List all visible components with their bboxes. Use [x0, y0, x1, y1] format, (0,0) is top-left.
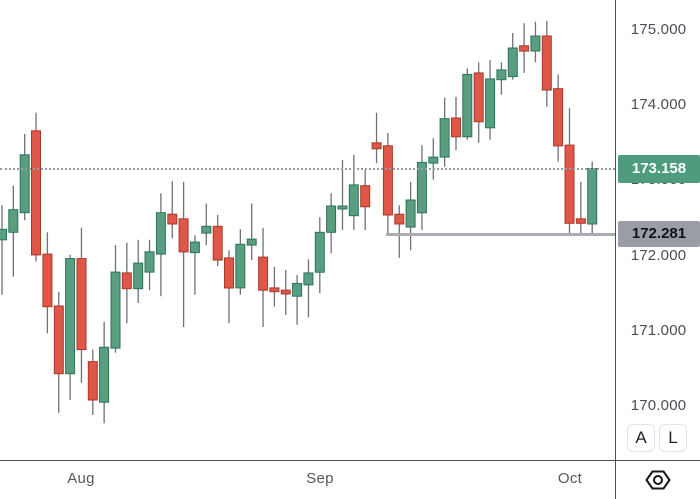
candle-up [337, 205, 348, 210]
candle-down [167, 213, 178, 225]
price-axis[interactable]: 175.000174.000173.000172.000171.000170.0… [615, 0, 700, 460]
current-price-line [0, 168, 615, 170]
eye-icon [644, 468, 672, 492]
candle-up [326, 205, 337, 233]
candle-down [394, 213, 405, 225]
candle-up [99, 346, 110, 403]
candle-down [451, 117, 461, 138]
candle-up [189, 241, 200, 254]
candle-up [133, 262, 144, 290]
candle-up [155, 212, 166, 255]
time-axis[interactable]: Aug Sep Oct [0, 460, 615, 499]
auto-scale-button[interactable]: A [627, 424, 655, 452]
last-price-label: 173.158 [618, 155, 700, 183]
candle-up [292, 282, 303, 297]
candle-down [42, 253, 53, 308]
price-tick-label: 175.000 [630, 21, 687, 38]
candle-down [382, 145, 393, 216]
candle-down [541, 35, 552, 91]
corner-eye-button[interactable] [642, 466, 674, 494]
chart-plot-area[interactable] [0, 0, 615, 460]
price-tick-label: 172.000 [630, 247, 687, 264]
level-price-label: 172.281 [618, 221, 700, 247]
candle-up [235, 243, 246, 289]
candle-down [371, 142, 382, 150]
candle-down [269, 287, 280, 293]
candle-up [65, 258, 76, 375]
candle-up [0, 228, 7, 241]
scale-buttons: A L [627, 424, 687, 452]
candle-up [303, 272, 314, 286]
candle-up [110, 271, 121, 349]
candle-up [8, 209, 19, 233]
candle-down [553, 88, 564, 147]
candle-up [246, 238, 257, 246]
candle-up [507, 47, 518, 78]
candle-up [348, 184, 359, 217]
candle-down [258, 256, 269, 291]
candle-up [462, 73, 473, 138]
candle-down [224, 257, 234, 289]
candlestick-series [0, 21, 598, 424]
candle-down [76, 258, 87, 351]
time-tick-label: Oct [557, 470, 583, 487]
axis-corner [615, 460, 700, 499]
candle-up [201, 225, 212, 234]
time-tick-label: Aug [67, 470, 95, 487]
candle-down [360, 185, 371, 208]
candle-down [87, 361, 98, 401]
time-tick-label: Sep [306, 470, 334, 487]
candle-up [485, 78, 496, 129]
candle-up [144, 251, 155, 273]
candle-up [496, 69, 507, 81]
price-tick-label: 171.000 [630, 322, 687, 339]
price-tick-label: 170.000 [630, 397, 687, 414]
horizontal-ray-line[interactable] [386, 233, 615, 236]
candle-up [428, 156, 439, 164]
candle-up [587, 168, 598, 225]
candle-up [314, 231, 325, 273]
candle-up [530, 35, 541, 52]
candle-down [519, 45, 530, 52]
candle-up [416, 161, 427, 214]
candle-down [575, 218, 586, 224]
candle-down [31, 130, 41, 256]
candle-down [178, 218, 189, 253]
candle-down [473, 72, 484, 123]
candle-down [280, 289, 291, 295]
candle-up [439, 118, 450, 158]
candle-down [53, 305, 64, 375]
candle-down [564, 144, 575, 224]
candle-up [405, 199, 416, 228]
log-scale-button[interactable]: L [659, 424, 687, 452]
candle-up [19, 154, 30, 214]
candle-down [212, 225, 223, 261]
price-tick-label: 174.000 [630, 96, 687, 113]
candle-down [121, 272, 132, 290]
